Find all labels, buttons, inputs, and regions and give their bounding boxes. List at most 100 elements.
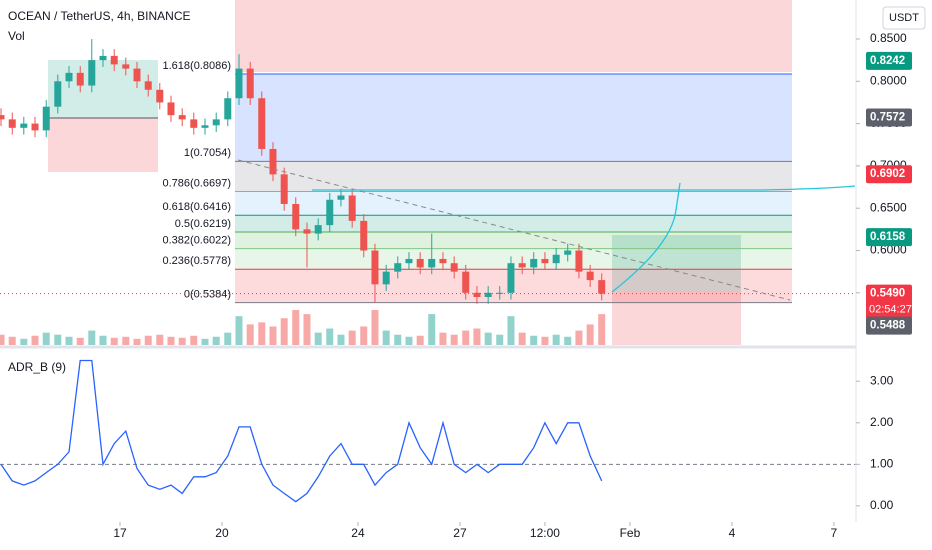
volume-bar [462, 330, 470, 345]
volume-bar [382, 330, 390, 345]
volume-bar [246, 324, 254, 345]
candle-body [144, 81, 152, 90]
volume-bar [416, 335, 424, 345]
candle-body [8, 119, 16, 128]
x-tick-label: Feb [620, 526, 641, 540]
horizontal-ray [312, 185, 856, 191]
volume-bar [473, 328, 481, 345]
candle-body [371, 250, 379, 285]
volume-bar [575, 330, 583, 345]
volume-bar [31, 335, 39, 345]
countdown: 02:54:27 [869, 304, 912, 316]
candle-body [31, 123, 39, 131]
candle-body [235, 68, 243, 99]
candle-body [586, 271, 594, 281]
candle-body [110, 55, 118, 65]
volume-bar [292, 310, 300, 345]
candle-body [337, 195, 345, 200]
volume-bar [541, 336, 549, 345]
candle-body [76, 72, 84, 86]
y-tick-label: 0.8500 [870, 31, 907, 45]
x-tick-label: 27 [453, 526, 467, 540]
currency-label[interactable]: USDT [889, 12, 919, 24]
candle-body [530, 258, 538, 268]
volume-bar [8, 336, 16, 345]
volume-bar [484, 332, 492, 345]
volume-bar [88, 330, 96, 345]
currency-button[interactable] [882, 6, 926, 30]
candle-body [575, 250, 583, 272]
candle-body [428, 258, 436, 268]
candle-body [518, 263, 526, 268]
volume-bar [303, 314, 311, 345]
volume-bar [224, 332, 232, 345]
volume-bar [0, 334, 5, 345]
candle-body [326, 199, 334, 226]
fib-retracement: 1.618(0.8086) 1(0.7054) 0.786(0.6697) 0.618… [163, 60, 792, 304]
fib-band [235, 161, 792, 192]
candle-body [394, 263, 402, 272]
price-pane [0, 39, 856, 345]
volume-bar [326, 328, 334, 345]
fib-label: 1.618(0.8086) [163, 60, 232, 72]
volume-bar [76, 337, 84, 345]
y-tick-label: 1.00 [870, 457, 894, 471]
y-tick-label: 0.6000 [870, 243, 907, 257]
candle-body [99, 55, 107, 61]
volume-bar [530, 335, 538, 345]
price-label: 0.7572 [870, 112, 905, 124]
candle-body [201, 125, 209, 128]
fib-label: 0.618(0.6416) [163, 201, 232, 213]
candle-body [65, 72, 73, 82]
candle-body [269, 148, 277, 175]
trend-line [237, 159, 791, 301]
fib-band [235, 215, 792, 232]
candle-body [156, 89, 164, 103]
candle-body [598, 280, 606, 294]
candle-body [190, 119, 198, 128]
price-label-box [866, 228, 912, 247]
candle-body [178, 115, 186, 120]
long-position-profit [48, 60, 158, 118]
fib-label: 1(0.7054) [184, 147, 231, 159]
candle-body [224, 98, 232, 120]
candle-body [541, 258, 549, 264]
fib-label: 0(0.5384) [184, 289, 231, 301]
volume-bar [450, 334, 458, 345]
volume-bar [167, 336, 175, 345]
volume-bar [507, 316, 515, 345]
volume-bar [20, 338, 28, 345]
fib-label: 0.236(0.5778) [163, 255, 232, 267]
price-label: 0.6158 [870, 231, 906, 243]
price-label-box [866, 51, 912, 70]
fib-band [235, 231, 792, 249]
candle-body [439, 258, 447, 264]
volume-bar [337, 334, 345, 345]
candle-body [133, 68, 141, 82]
price-label-box [866, 165, 912, 184]
candle-body [54, 81, 62, 107]
volume-bar [201, 338, 209, 345]
candle-body [552, 254, 560, 264]
volume-bar [99, 335, 107, 345]
y-tick-label: 0.6500 [870, 200, 907, 214]
price-label: 0.5488 [870, 320, 906, 332]
volume-bar [394, 334, 402, 345]
candle-body [0, 115, 5, 120]
long-position-loss [48, 118, 158, 172]
volume-bar [371, 310, 379, 345]
candle-body [42, 106, 50, 131]
x-tick-label: 4 [729, 526, 736, 540]
candle-body [382, 271, 390, 285]
volume-bar [428, 314, 436, 345]
volume-bar [360, 326, 368, 345]
volume-bar [598, 314, 606, 345]
candle-body [246, 68, 254, 99]
candle-body [167, 102, 175, 116]
candle-body [416, 258, 424, 268]
candle-body [258, 98, 266, 149]
fib-band [235, 191, 792, 216]
candle-body [473, 292, 481, 298]
volume-bar [405, 336, 413, 345]
